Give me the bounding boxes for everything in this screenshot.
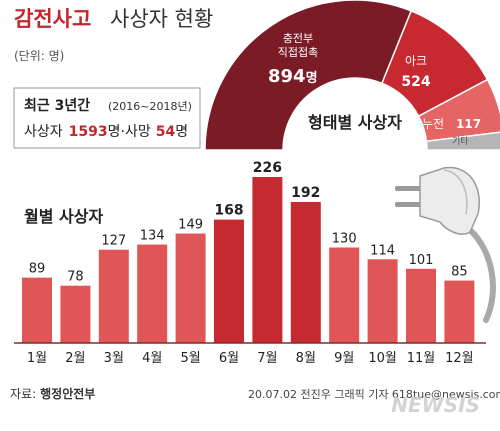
death-value: 54: [156, 124, 176, 140]
month-label-2: 2월: [65, 351, 85, 366]
bar-value-12: 85: [451, 265, 468, 280]
source-name: 행정안전부: [40, 386, 95, 401]
source-label: 자료:: [10, 387, 36, 401]
type-donut-chart: [204, 0, 500, 151]
bar-2: [60, 285, 91, 343]
type-chart-title: 형태별 사상자: [308, 113, 402, 132]
bar-3: [98, 249, 129, 343]
donut-segment-leakage: [417, 78, 500, 143]
bar-value-11: 101: [409, 253, 434, 268]
bar-4: [137, 244, 168, 343]
bar-value-3: 127: [101, 234, 126, 249]
summary-box: [13, 87, 201, 149]
segment-value-direct: 894명: [268, 66, 318, 87]
summary-period: (2016~2018년): [108, 100, 192, 113]
plug-illustration: [395, 166, 496, 323]
month-label-3: 3월: [104, 351, 124, 366]
bar-9: [329, 247, 360, 343]
footer-credit: 20.07.02 전진우 그래픽 기자 618tue@newsis.com: [248, 388, 500, 401]
summary-heading: 최근 3년간: [24, 97, 90, 114]
casualty-label: 사상자: [24, 124, 63, 140]
bar-value-1: 89: [29, 262, 46, 277]
casualty-value: 1593: [69, 124, 108, 140]
segment-value-direct-unit: 명: [306, 70, 318, 86]
bar-6: [214, 219, 244, 343]
month-label-12: 12월: [445, 351, 474, 366]
bar-value-5: 149: [178, 218, 203, 233]
bar-5: [175, 233, 206, 343]
footer-source: 자료: 행정안전부: [10, 386, 95, 401]
bar-11: [406, 268, 436, 343]
month-label-4: 4월: [142, 351, 162, 366]
monthly-category-labels: 1월 2월 3월 4월 5월 6월 7월 8월 9월 10월 11월 12월: [27, 351, 474, 366]
bar-10: [367, 259, 398, 343]
month-label-1: 1월: [27, 351, 47, 366]
watermark-logo: NEWSIS: [391, 393, 480, 417]
segment-value-arc: 524: [401, 74, 430, 90]
month-label-8: 8월: [296, 351, 316, 366]
bar-value-6: 168: [214, 203, 243, 219]
donut-segment-direct-contact: [204, 0, 413, 151]
segment-label-direct-line2: 직접접촉: [278, 46, 318, 59]
month-label-5: 5월: [180, 351, 200, 366]
segment-value-leak: 117: [456, 117, 481, 131]
unit-separator: 명·: [108, 124, 125, 140]
bar-value-4: 134: [140, 229, 165, 244]
segment-value-direct-number: 894: [268, 66, 306, 87]
title-main: 감전사고: [14, 7, 91, 31]
bar-value-9: 130: [332, 232, 357, 247]
monthly-value-labels: 89 78 127 134 149 168 226 192 130 114 101 85: [29, 160, 468, 285]
month-label-10: 10월: [368, 351, 397, 366]
segment-label-leak: 누전: [422, 117, 444, 131]
monthly-bars: [22, 177, 475, 343]
bar-12: [444, 280, 475, 343]
bar-7: [252, 177, 283, 343]
bar-value-7: 226: [253, 160, 282, 176]
month-label-9: 9월: [334, 351, 354, 366]
month-label-11: 11월: [407, 351, 436, 366]
bar-8: [290, 201, 321, 343]
bar-1: [22, 277, 52, 343]
donut-segment-other: [425, 131, 500, 151]
title-sub: 사상자 현황: [110, 7, 213, 31]
bar-value-8: 192: [291, 185, 320, 201]
bar-value-10: 114: [370, 243, 395, 258]
bar-value-2: 78: [67, 270, 84, 285]
death-unit: 명: [175, 124, 188, 140]
summary-stats: 사상자 1593명·사망 54명: [24, 124, 188, 140]
segment-label-arc: 아크: [405, 54, 427, 68]
unit-label: (단위: 명): [14, 49, 64, 63]
segment-label-direct-line1: 충전부: [283, 32, 313, 45]
death-label: 사망: [125, 124, 151, 140]
month-label-7: 7월: [257, 351, 277, 366]
monthly-title: 월별 사상자: [24, 207, 103, 226]
segment-label-other: 기타: [452, 136, 469, 147]
month-label-6: 6월: [219, 351, 239, 366]
